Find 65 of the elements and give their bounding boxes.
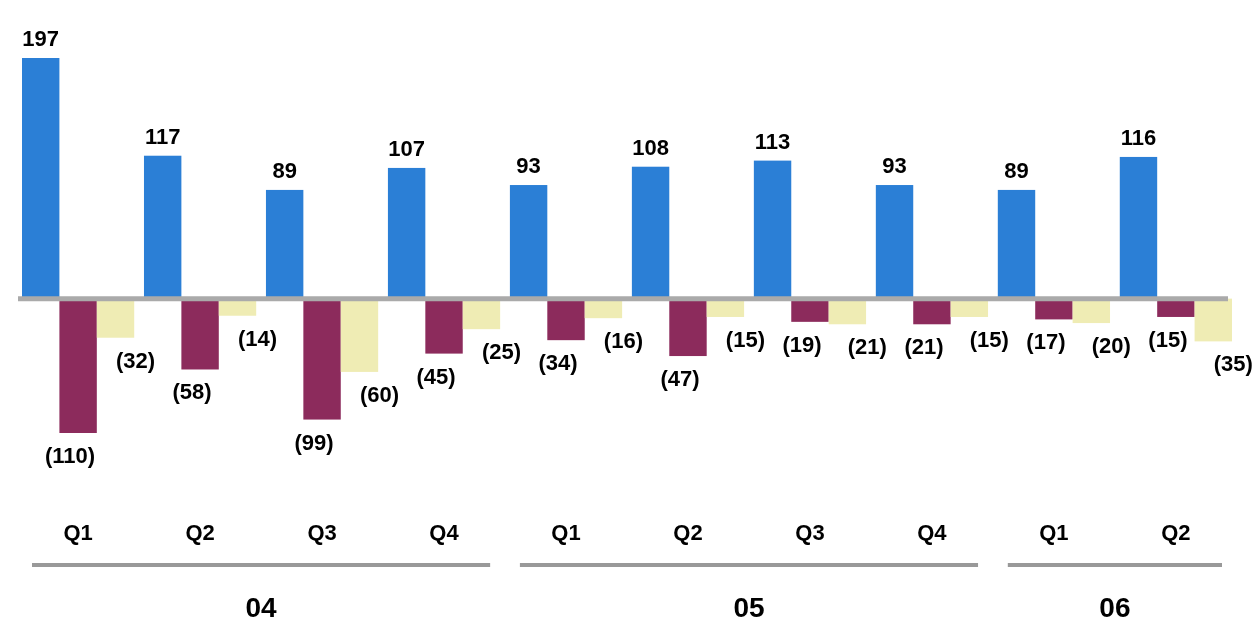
bar — [875, 185, 914, 299]
bar — [791, 298, 829, 322]
data-label: (58) — [172, 379, 212, 405]
data-label: (110) — [45, 443, 96, 468]
text: 04 — [245, 592, 278, 623]
bar — [340, 298, 379, 372]
text: 05 — [733, 592, 765, 623]
x-tick-label: Q1 — [63, 520, 93, 545]
data-label: 117 — [144, 123, 181, 149]
x-tick-label: Q2 — [185, 520, 215, 545]
data-label: (15) — [725, 326, 765, 352]
data-label: 107 — [388, 135, 425, 161]
x-tick-label: Q2 — [673, 520, 703, 545]
text: 06 — [1099, 592, 1131, 623]
x-tick-label: Q4 — [917, 520, 948, 545]
bar — [1119, 156, 1158, 299]
bar — [96, 298, 135, 338]
data-label: (45) — [416, 363, 456, 389]
x-tick-label: Q3 — [307, 520, 337, 545]
bar — [22, 58, 60, 299]
x-tick-label: Q3 — [795, 520, 825, 545]
x-tick-label: Q2 — [1161, 520, 1191, 545]
data-label: (16) — [603, 328, 643, 354]
data-label: 89 — [1004, 157, 1029, 183]
data-label: (47) — [660, 366, 700, 392]
data-label: 93 — [882, 153, 907, 179]
data-label: 113 — [754, 128, 791, 154]
bar — [753, 160, 792, 299]
bar — [913, 298, 951, 325]
bar — [303, 298, 341, 420]
x-tick-label: Q4 — [429, 520, 460, 545]
bar — [59, 298, 97, 433]
bar — [509, 185, 548, 299]
x-tick-label: Q1 — [551, 520, 581, 545]
data-label: (60) — [359, 381, 400, 407]
data-label: (14) — [237, 325, 278, 351]
data-label: (20) — [1091, 333, 1131, 359]
data-label: (99) — [294, 429, 334, 455]
bar — [669, 298, 707, 357]
data-label: 197 — [22, 26, 60, 51]
x-tick-label: Q1 — [1039, 520, 1069, 545]
data-label: (17) — [1026, 329, 1066, 355]
bar — [547, 298, 585, 341]
bar — [997, 189, 1036, 299]
bar — [462, 298, 501, 330]
data-label: (21) — [847, 334, 887, 360]
data-label: (34) — [538, 350, 578, 376]
data-label: (21) — [904, 334, 944, 360]
bar — [143, 155, 182, 299]
bar — [181, 298, 219, 370]
data-label: 108 — [632, 134, 669, 160]
data-label: 93 — [516, 153, 541, 179]
data-label: (19) — [782, 331, 822, 357]
data-label: 89 — [272, 157, 297, 183]
bar — [631, 166, 670, 299]
data-label: 116 — [1120, 124, 1157, 150]
data-label: (35) — [1213, 351, 1253, 377]
data-label: (15) — [1148, 326, 1188, 352]
bar — [425, 298, 463, 354]
data-label: (15) — [969, 326, 1009, 352]
bar — [387, 167, 426, 299]
bar — [265, 189, 304, 299]
data-label: (25) — [481, 339, 521, 365]
bar — [1194, 298, 1232, 342]
data-label: (32) — [115, 347, 156, 373]
